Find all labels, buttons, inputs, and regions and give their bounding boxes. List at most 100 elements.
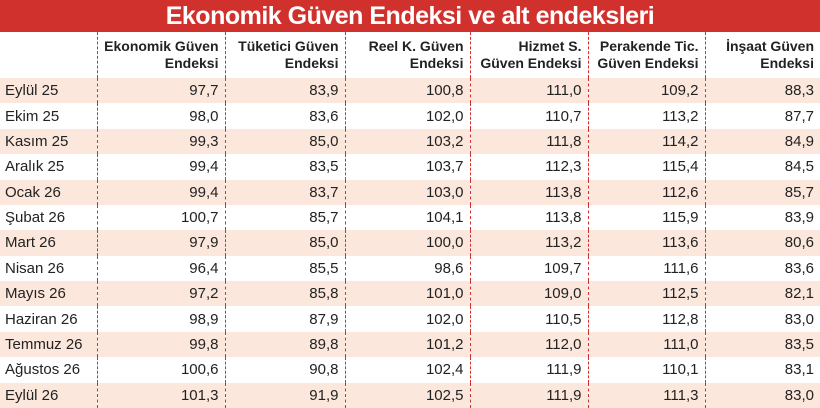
cell: 113,6 <box>588 230 706 256</box>
cell: 102,4 <box>345 357 471 383</box>
cell: 109,2 <box>588 78 706 104</box>
cell: 99,4 <box>97 154 226 180</box>
cell: 82,1 <box>705 281 820 307</box>
cell: 114,2 <box>588 128 706 155</box>
table-row: Ocak 26 99,4 83,7 103,0 113,8 112,6 85,7 <box>0 179 820 205</box>
cell: 101,2 <box>345 331 471 358</box>
cell: 112,3 <box>470 154 589 180</box>
cell: 110,1 <box>588 357 706 383</box>
cell: 83,6 <box>225 103 346 129</box>
row-label: Haziran 26 <box>0 306 98 332</box>
cell: 85,7 <box>705 179 820 205</box>
cell: 103,0 <box>345 179 471 205</box>
cell: 83,7 <box>225 179 346 205</box>
cell: 88,3 <box>705 78 820 104</box>
cell: 113,8 <box>470 204 589 231</box>
header-row: Ekonomik Güven Endeksi Tüketici Güven End… <box>0 32 820 78</box>
cell: 104,1 <box>345 204 471 231</box>
cell: 83,0 <box>705 382 820 408</box>
cell: 100,7 <box>97 204 226 231</box>
cell: 110,7 <box>470 103 589 129</box>
title-bar: Ekonomik Güven Endeksi ve alt endeksleri <box>0 0 820 32</box>
cell: 111,0 <box>588 331 706 358</box>
column-header: İnşaat Güven Endeksi <box>726 38 814 71</box>
table-row: Mart 26 97,9 85,0 100,0 113,2 113,6 80,6 <box>0 230 820 256</box>
cell: 98,6 <box>345 255 471 281</box>
cell: 102,0 <box>345 103 471 129</box>
cell: 101,3 <box>97 382 226 408</box>
table-row: Ekim 25 98,0 83,6 102,0 110,7 113,2 87,7 <box>0 103 820 129</box>
cell: 99,3 <box>97 128 226 155</box>
cell: 111,9 <box>470 382 589 408</box>
cell: 83,9 <box>784 209 814 227</box>
cell: 85,0 <box>225 230 346 256</box>
cell: 103,2 <box>345 128 471 155</box>
cell: 83,5 <box>705 331 820 358</box>
cell: 83,1 <box>784 361 814 379</box>
cell: 84,5 <box>784 158 814 176</box>
table-row: Eylül 25 97,7 83,9 100,8 111,0 109,2 88,3 <box>0 78 820 104</box>
cell: 102,5 <box>345 382 471 408</box>
row-label: Eylül 25 <box>0 78 98 104</box>
cell: 111,6 <box>588 255 706 281</box>
table-row: Ağustos 26 100,6 90,8 102,4 111,9 110,1 83,1 <box>0 357 820 383</box>
cell: 83,0 <box>784 310 814 328</box>
data-table: Ekonomik Güven Endeksi Tüketici Güven End… <box>0 32 820 408</box>
column-header: Ekonomik Güven Endeksi <box>97 32 226 78</box>
cell: 97,7 <box>97 78 226 104</box>
cell: 112,0 <box>470 331 589 358</box>
table-row: Haziran 26 98,9 87,9 102,0 110,5 112,8 83,0 <box>0 306 820 332</box>
cell: 115,9 <box>588 204 706 231</box>
cell: 111,0 <box>470 78 589 104</box>
row-label: Kasım 25 <box>0 128 98 155</box>
cell: 87,9 <box>225 306 346 332</box>
cell: 85,7 <box>225 204 346 231</box>
cell: 91,9 <box>225 382 346 408</box>
cell: 109,7 <box>470 255 589 281</box>
row-label: Eylül 26 <box>0 382 98 408</box>
table-row: Kasım 25 99,3 85,0 103,2 111,8 114,2 84,9 <box>0 128 820 155</box>
cell: 87,7 <box>784 107 814 125</box>
row-label: Mart 26 <box>0 230 98 256</box>
cell: 113,2 <box>470 230 589 256</box>
cell: 100,0 <box>345 230 471 256</box>
cell: 112,8 <box>588 306 706 332</box>
cell: 111,9 <box>470 357 589 383</box>
cell: 98,0 <box>97 103 226 129</box>
cell: 85,8 <box>225 281 346 307</box>
cell: 84,9 <box>705 128 820 155</box>
cell: 99,8 <box>97 331 226 358</box>
table-row: Mayıs 26 97,2 85,8 101,0 109,0 112,5 82,1 <box>0 281 820 307</box>
cell: 109,0 <box>470 281 589 307</box>
cell: 83,9 <box>225 78 346 104</box>
cell: 98,9 <box>97 306 226 332</box>
cell: 115,4 <box>588 154 706 180</box>
cell: 113,2 <box>588 103 706 129</box>
cell: 103,7 <box>345 154 471 180</box>
table-row: Şubat 26 100,7 85,7 104,1 113,8 115,9 83,9 <box>0 204 820 231</box>
cell: 110,5 <box>470 306 589 332</box>
table-row: Nisan 26 96,4 85,5 98,6 109,7 111,6 83,6 <box>0 255 820 281</box>
row-label: Temmuz 26 <box>0 331 98 358</box>
cell: 112,5 <box>588 281 706 307</box>
row-label: Mayıs 26 <box>0 281 98 307</box>
cell: 83,6 <box>784 259 814 277</box>
cell: 90,8 <box>225 357 346 383</box>
cell: 85,0 <box>225 128 346 155</box>
row-label: Ağustos 26 <box>0 357 98 383</box>
cell: 100,8 <box>345 78 471 104</box>
column-header: Hizmet S. Güven Endeksi <box>470 32 589 78</box>
cell: 80,6 <box>705 230 820 256</box>
cell: 89,8 <box>225 331 346 358</box>
column-header: Reel K. Güven Endeksi <box>345 32 471 78</box>
row-label: Nisan 26 <box>0 255 98 281</box>
cell: 85,5 <box>225 255 346 281</box>
cell: 83,5 <box>225 154 346 180</box>
row-label: Ekim 25 <box>0 103 98 129</box>
column-header <box>0 32 98 78</box>
table-row: Eylül 26 101,3 91,9 102,5 111,9 111,3 83,0 <box>0 382 820 408</box>
cell: 111,8 <box>470 128 589 155</box>
row-label: Ocak 26 <box>0 179 98 205</box>
cell: 102,0 <box>345 306 471 332</box>
cell: 96,4 <box>97 255 226 281</box>
